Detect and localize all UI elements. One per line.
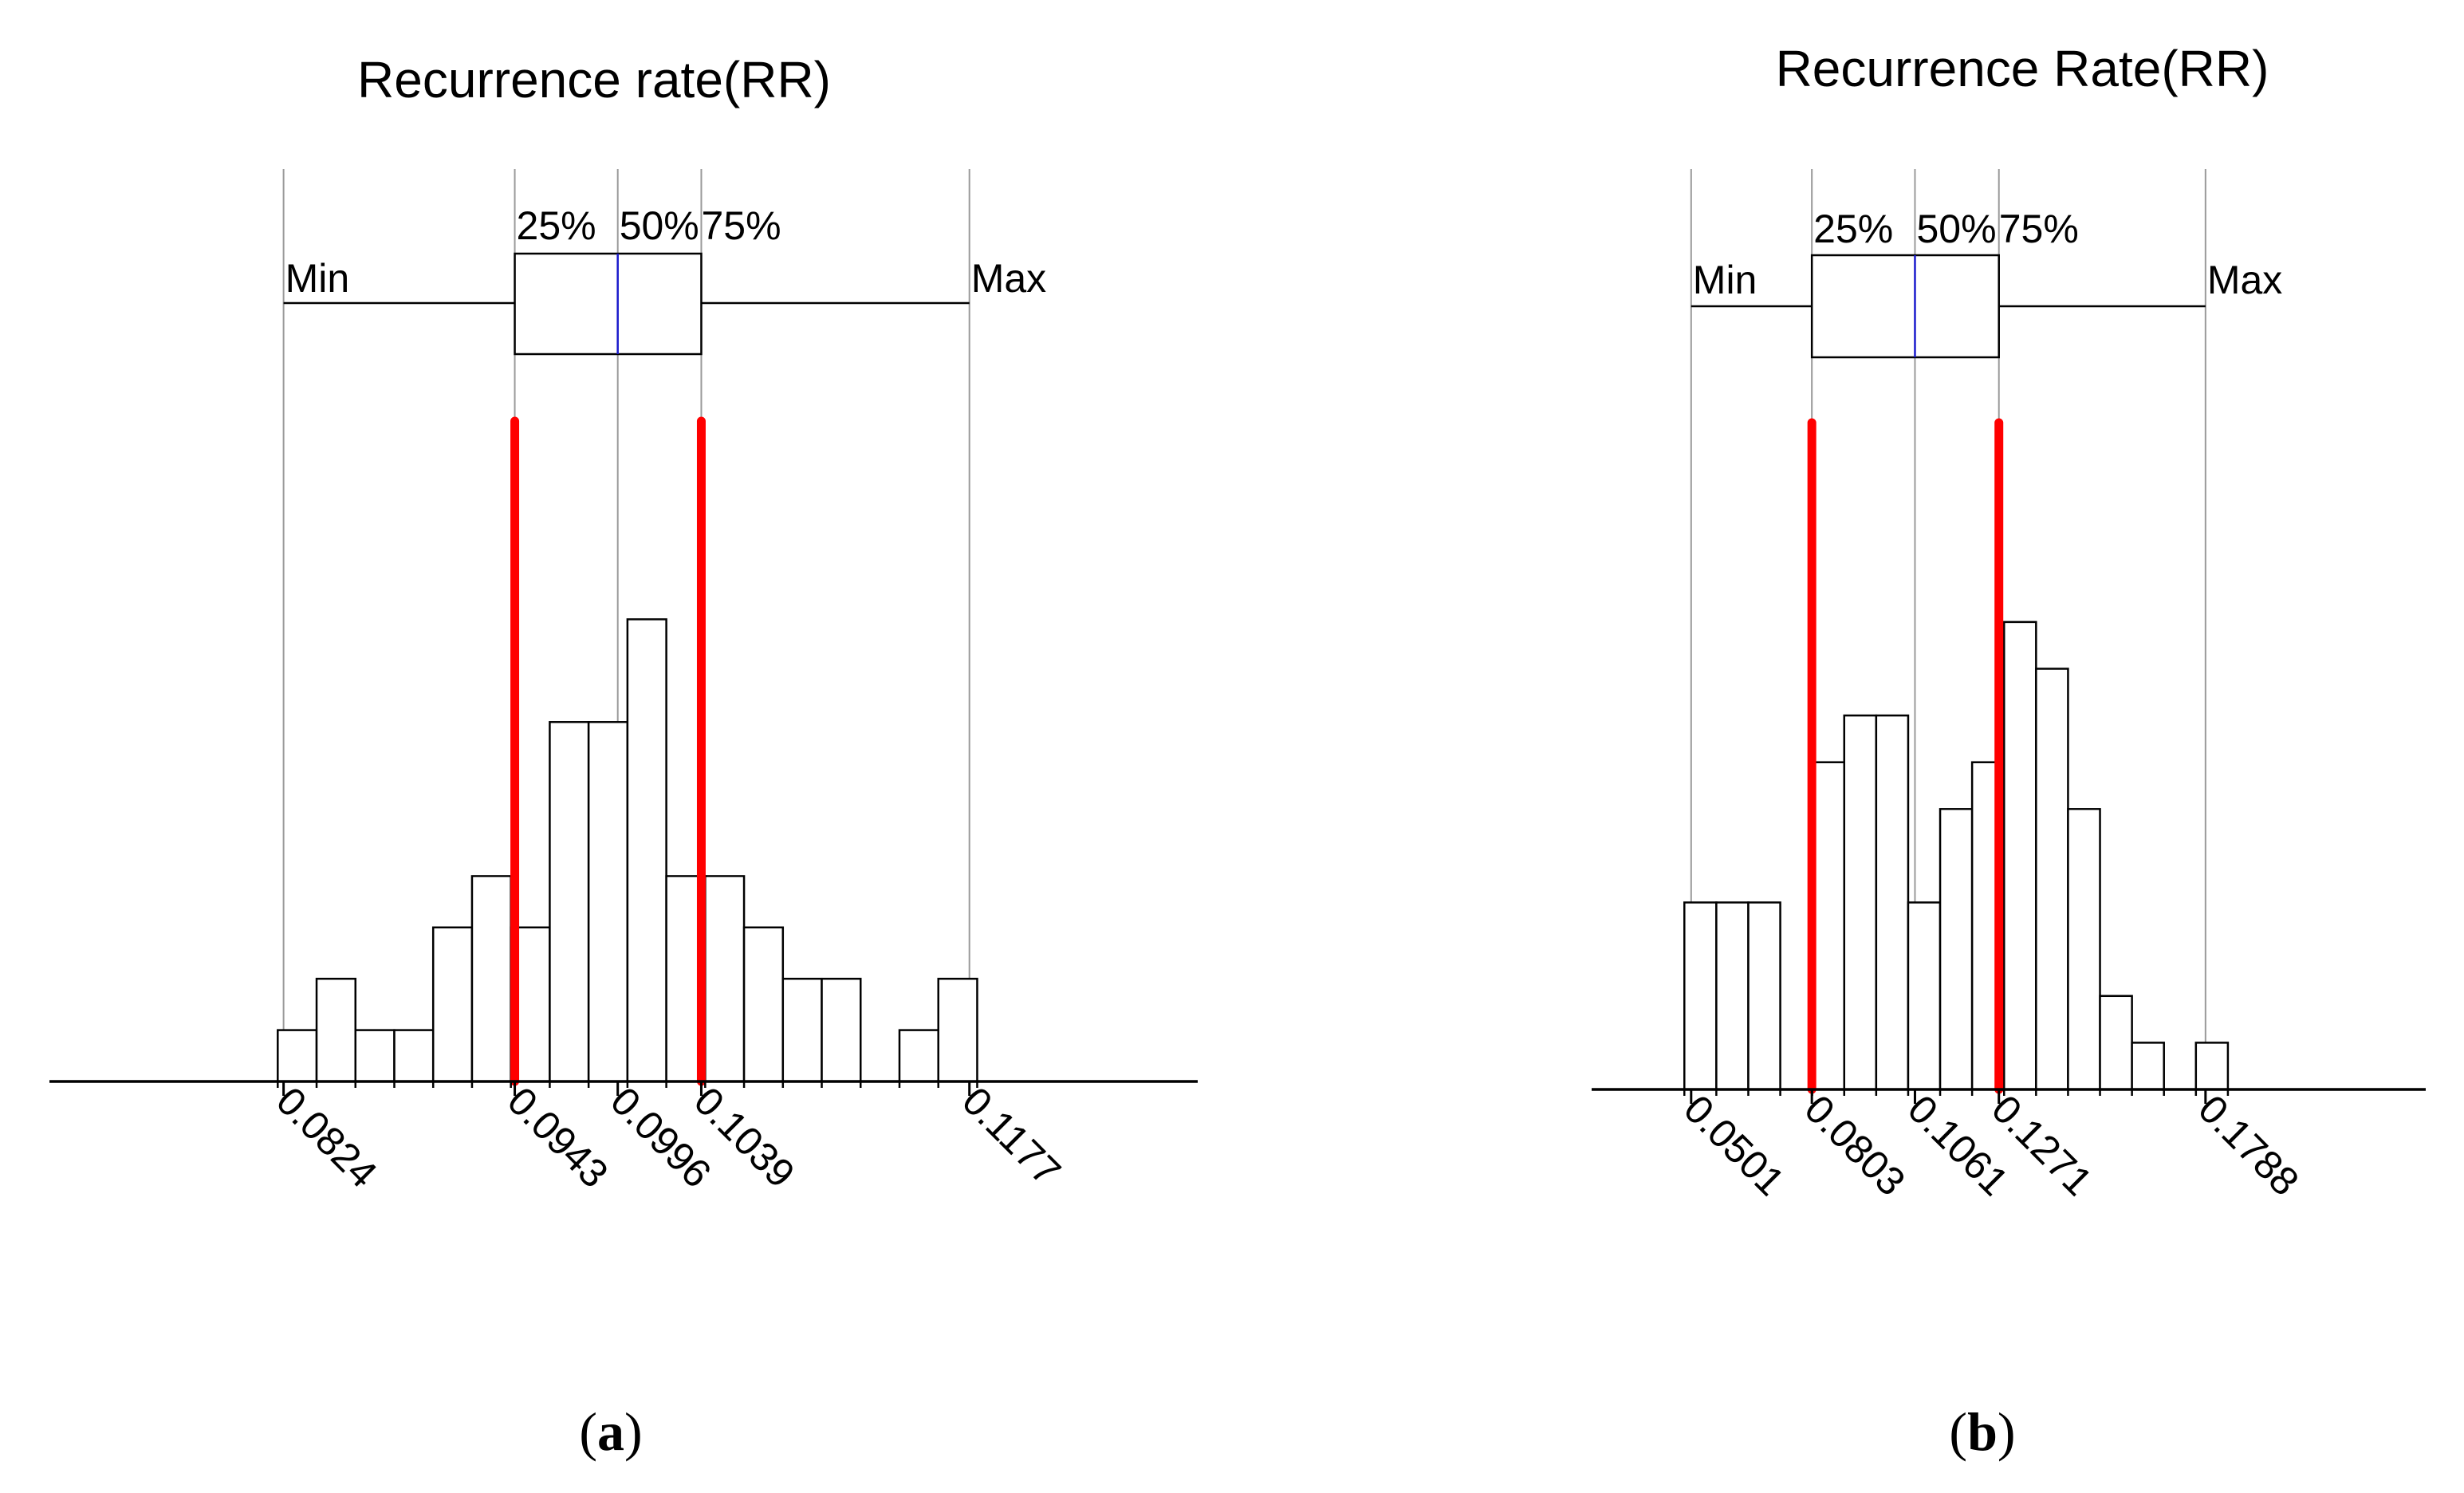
label-max: Max <box>2207 258 2282 302</box>
label-50: 50% <box>1916 207 1996 251</box>
panel-b-title: Recurrence Rate(RR) <box>1776 40 2269 97</box>
histogram-bar <box>898 1029 939 1083</box>
panel-a-title: Recurrence rate(RR) <box>357 51 831 108</box>
label-25: 25% <box>517 203 596 248</box>
histogram-bar <box>470 875 512 1083</box>
histogram-bar <box>1843 714 1878 1091</box>
histogram-bar <box>2035 668 2069 1091</box>
panel-a-quartile-lines <box>510 416 706 1086</box>
histogram-bar <box>315 977 357 1083</box>
histogram-bar <box>704 875 746 1083</box>
histogram-bar <box>1875 714 1910 1091</box>
panel-b-quartile-lines <box>1807 418 2004 1094</box>
histogram-bar <box>1747 901 1781 1091</box>
histogram-bar <box>742 926 785 1083</box>
label-50: 50% <box>620 203 699 248</box>
histogram-bar <box>781 977 823 1083</box>
panel-a-caption-letter: a <box>597 1401 624 1462</box>
histogram-bar <box>2067 808 2101 1091</box>
histogram-bar <box>277 1029 318 1083</box>
histogram-bar <box>821 977 862 1083</box>
label-25: 25% <box>1813 207 1893 251</box>
panel-a-x-axis <box>49 1080 1198 1096</box>
panel-a-caption: (a) <box>579 1401 642 1462</box>
panel-a-boxplot: Min Max 25% 50% 75% <box>283 203 1046 356</box>
histogram-bar <box>2002 620 2037 1091</box>
histogram-bar <box>2131 1042 2165 1091</box>
histogram-bar <box>937 977 978 1083</box>
label-75: 75% <box>1999 207 2079 251</box>
panel-b-boxplot: Min Max 25% 50% 75% <box>1691 207 2282 359</box>
panel-b-histogram-bars <box>1683 620 2230 1091</box>
histogram-bar <box>1907 901 1942 1091</box>
label-75: 75% <box>701 203 781 248</box>
panel-b-caption: (b) <box>1949 1401 2015 1462</box>
panel-a-histogram-bars <box>277 618 978 1083</box>
histogram-bar <box>431 926 474 1083</box>
box-iqr <box>514 252 703 356</box>
histogram-bar <box>1683 901 1718 1091</box>
histogram-bar <box>587 721 629 1083</box>
histogram-bar <box>1811 761 1846 1091</box>
label-min: Min <box>285 256 350 301</box>
histogram-bar <box>1715 901 1750 1091</box>
histogram-bar <box>1939 808 1974 1091</box>
histogram-bar <box>354 1029 396 1083</box>
panel-b-x-axis <box>1592 1088 2426 1104</box>
histogram-bar <box>393 1029 435 1083</box>
histogram-bar <box>626 618 667 1083</box>
histogram-bar <box>2099 995 2133 1091</box>
label-min: Min <box>1693 258 1757 302</box>
label-max: Max <box>971 256 1046 301</box>
histogram-bar <box>549 721 590 1083</box>
box-iqr <box>1810 254 2000 359</box>
histogram-bar <box>2194 1042 2230 1091</box>
panel-b-caption-letter: b <box>1967 1401 1998 1462</box>
